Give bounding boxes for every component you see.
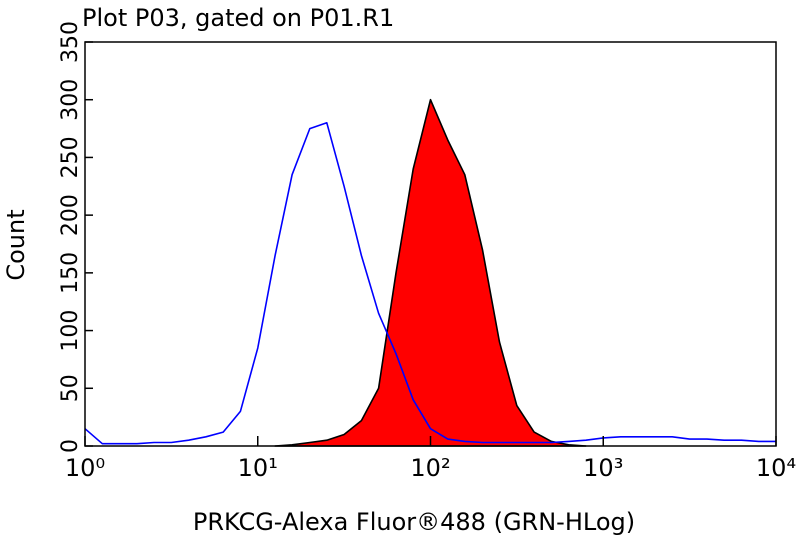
y-tick-label: 250 <box>58 136 83 178</box>
y-tick-label: 0 <box>58 439 83 453</box>
y-tick-label: 300 <box>58 79 83 121</box>
y-tick-label: 200 <box>58 194 83 236</box>
histogram-line <box>84 122 776 445</box>
y-tick-label: 350 <box>58 21 83 63</box>
y-tick-label: 150 <box>58 252 83 294</box>
x-tick-label: 10⁴ <box>756 454 796 482</box>
y-tick-label: 50 <box>58 374 83 402</box>
x-tick-label: 10¹ <box>238 454 278 482</box>
y-axis-label: Count <box>2 209 30 280</box>
x-tick-label: 10³ <box>583 454 623 482</box>
plot-area <box>84 98 776 447</box>
histogram-area <box>274 98 587 447</box>
chart-title: Plot P03, gated on P01.R1 <box>82 4 394 32</box>
x-axis-label: PRKCG-Alexa Fluor®488 (GRN-HLog) <box>193 508 635 536</box>
x-tick-label: 10² <box>410 454 450 482</box>
y-tick-label: 100 <box>58 310 83 352</box>
x-tick-label: 10⁰ <box>65 454 105 482</box>
